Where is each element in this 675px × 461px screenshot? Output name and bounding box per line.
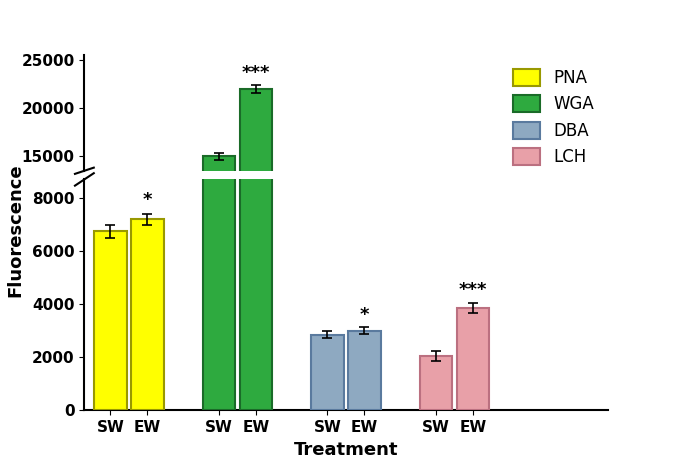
Text: ***: *** [242,65,270,83]
Text: Fluorescence: Fluorescence [7,164,25,297]
Bar [240,89,272,301]
Bar [202,12,235,410]
Bar [348,331,381,410]
Bar [457,264,489,301]
Text: *: * [142,191,152,209]
Bar [311,335,344,410]
Bar [94,236,127,301]
Bar [457,308,489,410]
Bar [420,356,452,410]
Bar [240,0,272,410]
Legend: PNA, WGA, DBA, LCH: PNA, WGA, DBA, LCH [508,64,599,171]
Bar [131,231,163,301]
Bar [420,281,452,301]
Text: ***: *** [459,281,487,299]
Bar [348,272,381,301]
X-axis label: Treatment: Treatment [294,441,398,459]
Bar [202,156,235,301]
Bar [131,219,163,410]
Bar [311,273,344,301]
Bar [94,231,127,410]
Text: *: * [360,306,369,324]
